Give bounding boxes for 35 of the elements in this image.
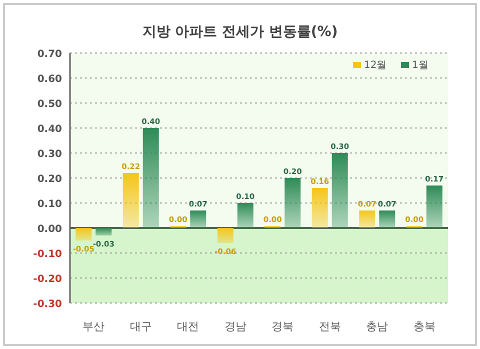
- y-tick-label: 0.20: [37, 174, 62, 185]
- x-tick-label: 대구: [130, 320, 152, 333]
- bar: [217, 228, 234, 243]
- bar: [332, 153, 348, 228]
- x-tick-label: 충북: [413, 320, 436, 333]
- x-tick-label: 경북: [272, 320, 294, 333]
- x-tick-label: 경남: [224, 320, 246, 333]
- x-tick-label: 충남: [366, 320, 388, 333]
- bar: [284, 178, 301, 228]
- bar: [122, 173, 139, 228]
- chart-title: 지방 아파트 전세가 변동률(%): [142, 24, 338, 40]
- bar: [312, 188, 328, 228]
- bar: [76, 228, 92, 240]
- bar: [96, 228, 112, 236]
- bar: [237, 203, 254, 228]
- bar: [142, 128, 159, 228]
- bar: [379, 210, 396, 228]
- x-tick-label: 부산: [82, 320, 105, 333]
- y-tick-label: 0.70: [37, 49, 62, 60]
- y-tick-label: -0.20: [33, 274, 62, 285]
- bar: [426, 186, 442, 228]
- x-tick-label: 대전: [177, 320, 200, 333]
- y-tick-label: 0.40: [37, 124, 62, 135]
- y-tick-label: 0.60: [37, 74, 62, 85]
- bar: [359, 210, 376, 228]
- y-tick-label: -0.10: [33, 249, 62, 260]
- x-tick-label: 전북: [318, 320, 341, 333]
- y-tick-label: 0.50: [37, 99, 62, 110]
- y-tick-label: 0.00: [37, 224, 62, 235]
- y-tick-label: 0.10: [37, 199, 62, 210]
- y-tick-label: 0.30: [37, 149, 62, 160]
- bar: [190, 210, 206, 228]
- legend-label: 12월: [364, 60, 387, 71]
- legend-label: 1월: [412, 60, 428, 71]
- y-tick-label: -0.30: [33, 299, 62, 310]
